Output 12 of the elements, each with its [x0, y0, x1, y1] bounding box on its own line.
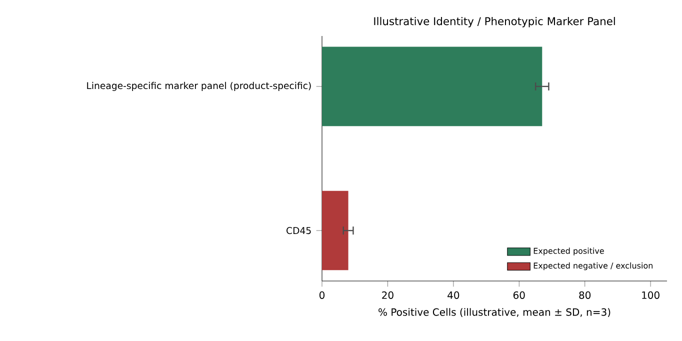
y-tick-label: Lineage-specific marker panel (product-specific): [87, 82, 311, 91]
chart-title: Illustrative Identity / Phenotypic Marker Panel: [374, 16, 615, 28]
legend-label: Expected positive: [534, 248, 604, 256]
x-tick-label: 40: [448, 291, 460, 299]
y-tick-label: CD45: [286, 227, 311, 234]
x-tick-label: 80: [579, 291, 591, 299]
x-axis-title: % Positive Cells (illustrative, mean ± SD, n=3): [378, 308, 610, 318]
x-tick-label: 100: [642, 291, 660, 299]
x-tick-label: 0: [319, 291, 325, 299]
x-tick-label: 20: [382, 291, 394, 299]
legend-label: Expected negative / exclusion: [534, 262, 652, 270]
x-tick-label: 60: [513, 291, 525, 299]
